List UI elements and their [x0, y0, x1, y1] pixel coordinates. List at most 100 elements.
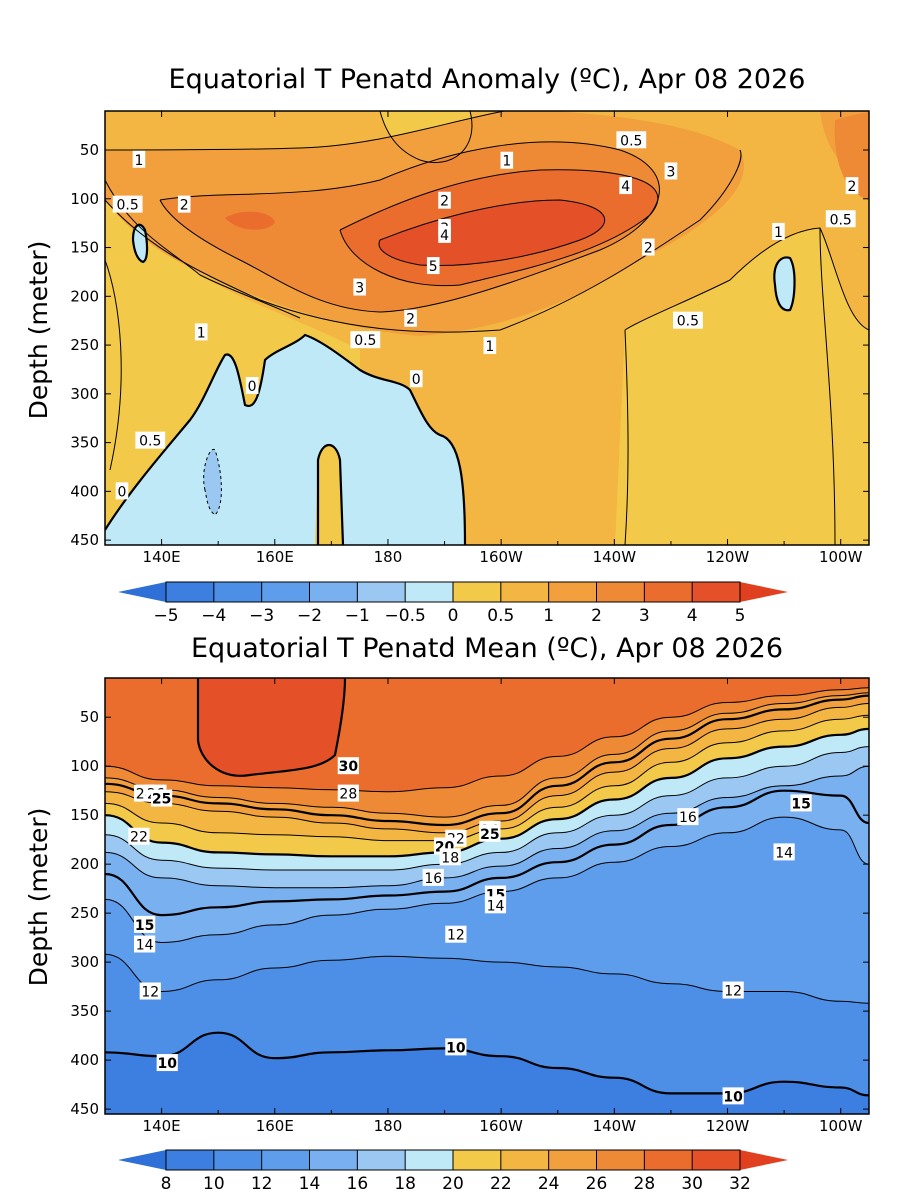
contour-label-bg: [177, 195, 191, 213]
contour-label: 1: [502, 154, 511, 170]
colorbar-swatch: [166, 1150, 214, 1170]
colorbar-frame: [165, 1149, 741, 1171]
colorbar-label: 22: [490, 1174, 512, 1194]
colorbar-label: 2: [591, 606, 602, 626]
mean-band-below-15: [105, 790, 869, 943]
contour-label-bg: [619, 177, 632, 195]
contour-label: 2: [180, 198, 189, 214]
contour-label-bg: [445, 925, 467, 943]
y-tick-label: 350: [70, 434, 99, 452]
mean-panel: Equatorial T Penatd Mean (ºC), Apr 08 20…: [24, 633, 870, 1194]
y-tick-label: 50: [80, 141, 99, 159]
y-tick-label: 50: [80, 708, 99, 726]
contour-label: 14: [775, 845, 793, 861]
contour-label-bg: [134, 935, 156, 953]
contour-label-bg: [641, 238, 655, 256]
x-tick-label: 120W: [706, 548, 750, 566]
x-tick-label: 160E: [256, 548, 294, 566]
contour-label: 16: [424, 871, 442, 887]
colorbar-swatch: [596, 1150, 645, 1170]
contour-label-bg: [134, 915, 156, 933]
anomaly-band-4-5: [379, 200, 605, 266]
contour-label: 0.5: [677, 314, 699, 330]
anomaly-plot-frame: [104, 110, 870, 546]
colorbar-swatch: [500, 1150, 549, 1170]
contour-label-bg: [156, 1054, 178, 1072]
mean-band-30-32: [198, 678, 345, 776]
colorbar-swatch: [405, 582, 453, 602]
colorbar-label: 12: [251, 1174, 273, 1194]
colorbar-high-arrow: [740, 582, 788, 602]
contour-label-bg: [439, 848, 461, 866]
mean-y-axis-label: Depth (meter): [24, 808, 53, 987]
contour-label: 5: [429, 259, 438, 275]
contour-label-bg: [445, 1038, 467, 1056]
contour-label-bg: [409, 370, 423, 388]
contour-label: 12: [141, 985, 159, 1001]
anomaly-band-0-0.5-east: [615, 228, 869, 545]
x-tick-label: 100W: [819, 1117, 863, 1135]
mean-band-below-28: [105, 687, 869, 818]
contour-label: 14: [136, 937, 154, 953]
contour-label: 1: [485, 339, 494, 355]
colorbar-swatch: [548, 1150, 597, 1170]
y-tick-label: 250: [70, 904, 99, 922]
contour-label: 0.5: [830, 212, 852, 228]
colorbar-swatch: [405, 1150, 453, 1170]
mean-band-below-16: [105, 766, 869, 916]
contour-label: 30: [339, 759, 359, 775]
contour-label: 2: [644, 241, 653, 257]
colorbar-swatch: [596, 582, 645, 602]
anomaly-band-2-3-east: [834, 112, 869, 200]
colorbar-label: −2: [297, 606, 322, 626]
y-tick-label: 350: [70, 1002, 99, 1020]
contour-label-bg: [484, 896, 507, 914]
mean-band-below-18: [105, 746, 869, 888]
colorbar-label: −5: [153, 606, 178, 626]
contour-label: 15: [135, 918, 154, 934]
colorbar-swatch: [453, 1150, 501, 1170]
mean-band-below-12: [105, 954, 869, 1096]
y-tick-label: 200: [70, 287, 99, 305]
y-tick-label: 200: [70, 855, 99, 873]
colorbar-label: 30: [681, 1174, 703, 1194]
contour-label-bg: [479, 824, 501, 842]
anomaly-field: [105, 111, 869, 545]
contour-label-bg: [773, 843, 795, 861]
contour-label: 3: [666, 164, 675, 180]
x-tick-label: 160W: [479, 1117, 523, 1135]
y-tick-label: 100: [70, 190, 99, 208]
mean-band-below-26: [105, 692, 869, 825]
colorbar-label: 1: [543, 606, 554, 626]
anomaly-neg-contour: [203, 448, 222, 516]
colorbar-label: −1: [345, 606, 370, 626]
colorbar-low-arrow: [118, 1150, 166, 1170]
colorbar-swatch: [692, 1150, 740, 1170]
contour-label-bg: [790, 794, 812, 812]
colorbar-swatch: [453, 582, 501, 602]
colorbar-swatch: [644, 582, 693, 602]
mean-isotherm-15: [105, 789, 869, 917]
colorbar-swatch: [213, 582, 262, 602]
contour-label-bg: [722, 981, 744, 999]
y-tick-label: 300: [70, 385, 99, 403]
x-tick-label: 160E: [256, 1117, 294, 1135]
colorbar-label: 3: [639, 606, 650, 626]
contour-label: 25: [152, 792, 171, 808]
contour-label-bg: [673, 311, 703, 329]
colorbar-high-arrow: [740, 1150, 788, 1170]
mean-colorbar: 8 10 12 14 16 18 20 22 24 26 28 30 32: [118, 1149, 788, 1194]
x-tick-label: 140W: [593, 548, 637, 566]
contour-label-bg: [337, 757, 359, 775]
mean-isotherm-16: [105, 765, 869, 889]
colorbar-swatch: [261, 582, 310, 602]
contour-label-bg: [115, 482, 129, 500]
contour-label-bg: [150, 789, 173, 807]
colorbar-label: 5: [735, 606, 746, 626]
x-tick-label: 140E: [143, 548, 181, 566]
contour-label: 12: [724, 984, 742, 1000]
anomaly-band-neg0.5-0: [105, 335, 465, 545]
x-tick-label: 140E: [143, 1117, 181, 1135]
contour-label-bg: [353, 278, 366, 296]
contour-label-bg: [426, 257, 440, 275]
